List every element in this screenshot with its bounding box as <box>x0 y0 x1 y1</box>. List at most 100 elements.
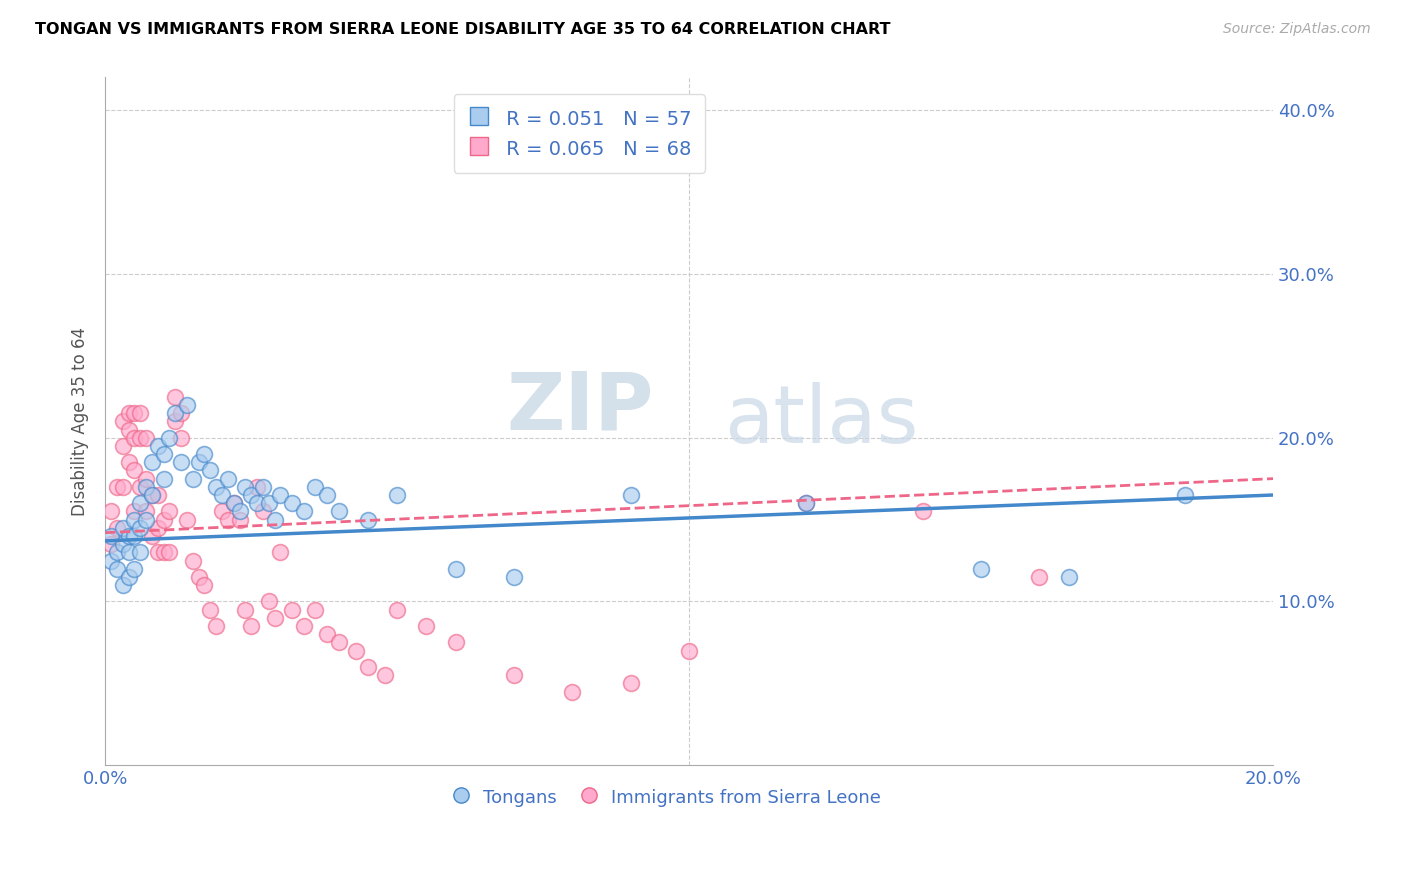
Point <box>146 521 169 535</box>
Point <box>135 480 157 494</box>
Point <box>181 472 204 486</box>
Point <box>124 562 146 576</box>
Point <box>135 431 157 445</box>
Point <box>146 545 169 559</box>
Point <box>117 455 139 469</box>
Point <box>146 439 169 453</box>
Point <box>124 463 146 477</box>
Point <box>228 512 250 526</box>
Point <box>159 504 181 518</box>
Point <box>141 529 163 543</box>
Point <box>561 684 583 698</box>
Point <box>176 398 198 412</box>
Point <box>159 431 181 445</box>
Point <box>444 562 467 576</box>
Text: ZIP: ZIP <box>506 368 654 447</box>
Point <box>193 447 215 461</box>
Y-axis label: Disability Age 35 to 64: Disability Age 35 to 64 <box>72 326 89 516</box>
Point <box>1174 488 1197 502</box>
Point <box>129 521 152 535</box>
Point <box>1028 570 1050 584</box>
Point <box>117 406 139 420</box>
Point <box>129 406 152 420</box>
Point <box>105 545 128 559</box>
Point <box>159 545 181 559</box>
Point <box>187 455 209 469</box>
Point <box>100 504 122 518</box>
Point <box>678 643 700 657</box>
Point <box>503 570 526 584</box>
Point <box>100 553 122 567</box>
Point <box>211 504 233 518</box>
Point <box>152 545 174 559</box>
Point <box>135 504 157 518</box>
Point <box>794 496 817 510</box>
Point <box>344 643 367 657</box>
Point <box>135 472 157 486</box>
Point <box>124 504 146 518</box>
Point <box>304 480 326 494</box>
Point <box>257 496 280 510</box>
Point <box>228 504 250 518</box>
Point <box>141 455 163 469</box>
Point <box>316 488 339 502</box>
Point <box>152 472 174 486</box>
Point <box>205 619 228 633</box>
Point <box>235 480 257 494</box>
Point <box>205 480 228 494</box>
Point <box>135 512 157 526</box>
Point <box>165 414 187 428</box>
Point <box>328 635 350 649</box>
Point <box>222 496 245 510</box>
Point <box>141 488 163 502</box>
Point <box>240 488 263 502</box>
Point <box>129 480 152 494</box>
Point <box>152 512 174 526</box>
Point <box>117 423 139 437</box>
Point <box>193 578 215 592</box>
Point <box>246 496 269 510</box>
Point <box>100 537 122 551</box>
Text: Source: ZipAtlas.com: Source: ZipAtlas.com <box>1223 22 1371 37</box>
Point <box>111 414 134 428</box>
Point <box>111 439 134 453</box>
Point <box>263 512 285 526</box>
Point <box>111 521 134 535</box>
Point <box>357 512 380 526</box>
Point <box>124 406 146 420</box>
Point <box>141 488 163 502</box>
Point <box>252 504 274 518</box>
Point <box>316 627 339 641</box>
Point <box>129 545 152 559</box>
Point <box>111 578 134 592</box>
Point <box>304 602 326 616</box>
Point <box>111 480 134 494</box>
Point <box>100 529 122 543</box>
Point <box>503 668 526 682</box>
Point <box>117 545 139 559</box>
Point <box>124 529 146 543</box>
Point <box>105 521 128 535</box>
Point <box>176 512 198 526</box>
Point <box>1057 570 1080 584</box>
Point <box>211 488 233 502</box>
Point <box>385 488 408 502</box>
Point <box>235 602 257 616</box>
Point <box>444 635 467 649</box>
Point <box>970 562 993 576</box>
Point <box>170 431 193 445</box>
Point <box>165 390 187 404</box>
Legend: Tongans, Immigrants from Sierra Leone: Tongans, Immigrants from Sierra Leone <box>443 780 889 814</box>
Point <box>252 480 274 494</box>
Point <box>281 602 304 616</box>
Point <box>217 472 239 486</box>
Point <box>200 602 222 616</box>
Point <box>187 570 209 584</box>
Point <box>269 545 291 559</box>
Point <box>146 488 169 502</box>
Point <box>385 602 408 616</box>
Point <box>124 512 146 526</box>
Point <box>794 496 817 510</box>
Point <box>415 619 437 633</box>
Point <box>246 480 269 494</box>
